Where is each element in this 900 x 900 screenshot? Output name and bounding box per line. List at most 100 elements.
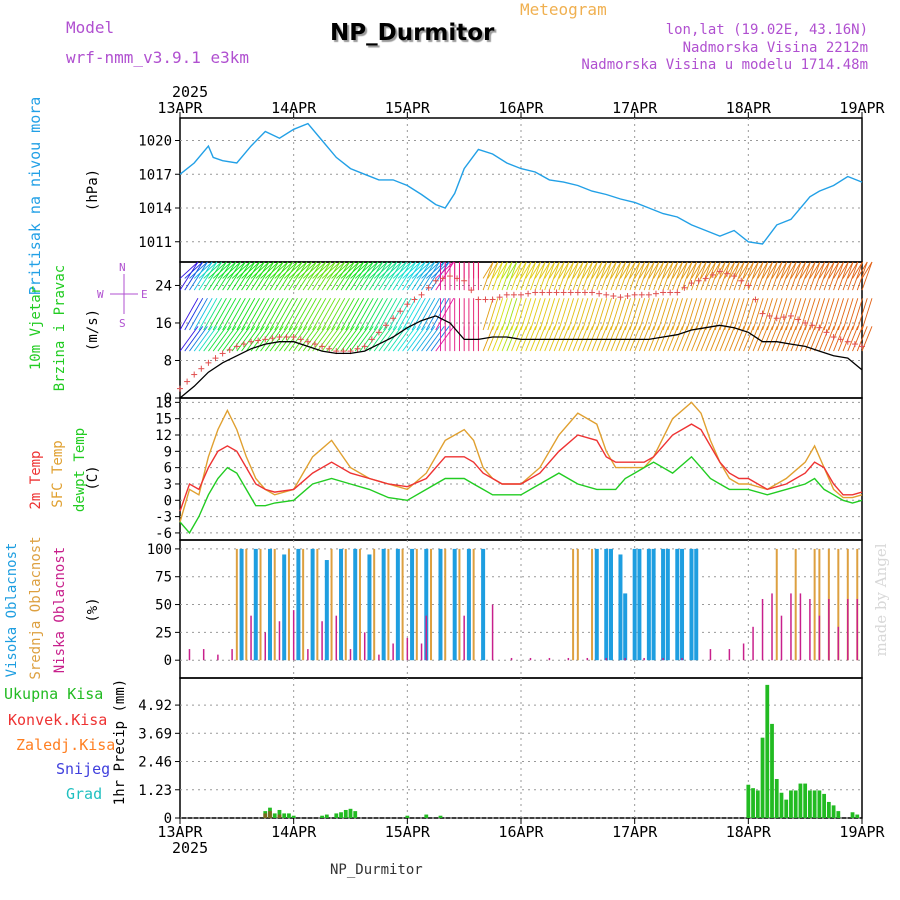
cloud-low-bar [752,626,754,661]
wind-barb [208,326,227,352]
cloud-low-bar [250,615,252,661]
wind-barb [747,261,759,279]
wind-barb [653,261,665,291]
wind-barb [222,326,241,352]
wind-barb [620,326,631,352]
y-tick-label-precip: 0 [164,811,172,827]
wind-barb [814,298,826,331]
cloud-low-bar [799,593,802,661]
wind-barb [766,326,778,352]
y-tick-label-temp: -3 [155,510,172,526]
precip-total-bar [760,737,765,818]
wind-barb [383,261,402,279]
wind-barb [241,297,260,331]
wind-barb [302,297,322,331]
cloud-low-bar [856,598,859,661]
wind-barb [227,261,246,279]
wind-barb [833,261,844,279]
wind-barb [231,261,251,291]
wind-barb [245,261,265,291]
wind-barb [771,298,783,331]
wind-barb [686,326,698,352]
wind-barb [743,261,754,279]
wind-barb [582,261,593,291]
wind-barb [837,298,849,331]
wind-barb [369,261,388,291]
precip-total-bar [291,815,296,818]
wind-barb [648,298,660,331]
wind-barb [359,326,379,352]
precip-total-bar [746,784,751,818]
wind-barb [492,261,503,279]
wind-barb [316,297,336,331]
wind-barb [558,326,570,352]
cloud-low-bar [378,654,380,661]
y-tick-label-cloud: 50 [155,598,172,614]
wind-panel-label-1: 10m Vjetar [28,286,44,370]
cloud-low-bar [292,610,295,661]
cloud-high-bar [381,548,386,661]
wind-barb [762,261,773,279]
wind-barb [572,298,584,331]
cloud-high-bar [651,548,656,661]
wind-barb [738,298,750,331]
wind-barb [856,298,868,331]
cloud-high-bar [632,548,637,661]
wind-barb [198,261,218,279]
wind-barb [373,297,393,331]
wind-barb [553,261,565,291]
cloud-mid-bar [302,548,305,661]
cloud-high-bar [623,593,628,661]
x-tick-label-top: 16APR [498,99,544,117]
wind-barb [321,297,341,331]
wind-barb [501,326,513,352]
wind-barb [776,261,788,291]
wind-barb [307,261,327,279]
wind-barb [544,261,556,279]
wind-barb [525,261,537,279]
wind-barb [790,261,802,291]
wind-barb [331,297,350,331]
wind-barb [184,297,204,331]
wind-barb [435,297,455,331]
wind-barb [222,261,241,279]
wind-barb [577,326,589,352]
cloud-high-bar [665,548,670,661]
wind-barb [638,326,650,352]
wind-barb [397,261,417,291]
wind-barb [383,326,403,352]
wind-barb [785,261,797,279]
station-title: NP_Durmitor [330,20,495,46]
wind-barb [548,298,560,331]
precip-total-bar [793,790,798,818]
wind-barb [392,261,412,291]
wind-barb [354,326,374,352]
wind-speed-line [179,315,863,399]
wind-barb [762,261,773,291]
x-tick-label-bottom: 19APR [839,823,885,841]
wind-barb [610,261,622,291]
cloud-low-bar [761,598,764,661]
wind-barb [492,326,504,352]
wind-barb [506,326,518,352]
wind-barb [790,261,802,279]
wind-barb [771,261,783,291]
cloud-low-bar [837,626,840,661]
compass-w-label: W [97,288,104,301]
wind-barb [743,326,755,352]
x-tick-label-top: 15APR [385,99,431,117]
wind-barb [691,326,702,352]
wind-barb [553,326,565,352]
wind-barb [302,326,322,352]
wind-barb [302,261,322,291]
wind-barb [757,261,769,279]
wind-barb [567,326,579,352]
wind-barb [842,261,854,279]
wind-barb [809,298,821,331]
x-tick-label-bottom: 15APR [385,823,431,841]
wind-barb [710,298,721,331]
wind-barb [378,297,398,331]
wind-barb [402,326,421,352]
cloud-mid-bar [273,548,276,661]
wind-barb [203,297,223,331]
